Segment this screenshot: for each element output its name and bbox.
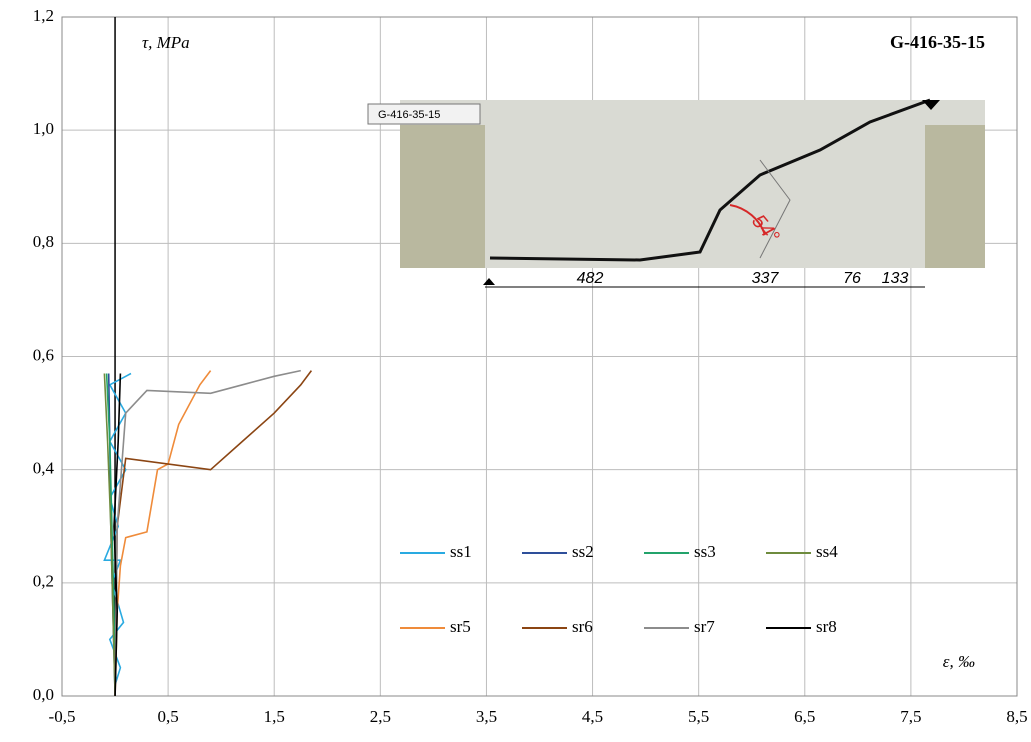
legend-label: ss1 (450, 542, 472, 561)
legend-label: sr7 (694, 617, 715, 636)
x-tick-label: 4,5 (582, 707, 603, 726)
beam-end (400, 125, 485, 268)
y-tick-label: 1,2 (33, 6, 54, 25)
y-tick-label: 0,0 (33, 685, 54, 704)
x-axis-label: ε, ‰ (943, 652, 975, 671)
dimension-label: 76 (843, 270, 861, 287)
label-plate (367, 103, 481, 125)
legend-label: sr8 (816, 617, 837, 636)
x-tick-label: 3,5 (476, 707, 497, 726)
beam (400, 100, 985, 268)
inset-photo: G-416-35-15 54° 482 337 76 133 (367, 98, 985, 288)
plot-area (61, 16, 1018, 697)
series-line (113, 373, 122, 697)
legend-label: ss4 (816, 542, 838, 561)
dimension-label: 337 (752, 270, 780, 287)
y-tick-label: 0,8 (33, 232, 54, 251)
series-line (114, 370, 212, 697)
x-tick-label: 7,5 (900, 707, 921, 726)
y-tick-label: 0,6 (33, 345, 54, 364)
series-line (114, 369, 301, 697)
legend-label: sr6 (572, 617, 593, 636)
x-tick-label: 2,5 (370, 707, 391, 726)
inset-label: G-416-35-15 (378, 109, 440, 121)
x-tick-label: 1,5 (264, 707, 285, 726)
crack (489, 98, 931, 262)
dimension-label: 482 (577, 270, 604, 287)
dimension-label: 133 (882, 270, 909, 287)
y-tick-label: 0,4 (33, 459, 55, 478)
x-tick-label: 8,5 (1006, 707, 1027, 726)
y-axis-label: τ, MPa (142, 33, 190, 52)
series-line (103, 373, 116, 697)
x-tick-label: 0,5 (157, 707, 178, 726)
x-tick-label: 6,5 (794, 707, 815, 726)
angle-arc (729, 204, 766, 236)
legend-label: ss3 (694, 542, 716, 561)
legend-label: sr5 (450, 617, 471, 636)
chart-title: G-416-35-15 (890, 32, 985, 52)
legend-label: ss2 (572, 542, 594, 561)
y-tick-label: 0,2 (33, 572, 54, 591)
x-tick-label: 5,5 (688, 707, 709, 726)
crack (759, 159, 791, 259)
beam-end (925, 125, 985, 268)
y-tick-label: 1,0 (33, 119, 54, 138)
x-tick-label: -0,5 (49, 707, 76, 726)
